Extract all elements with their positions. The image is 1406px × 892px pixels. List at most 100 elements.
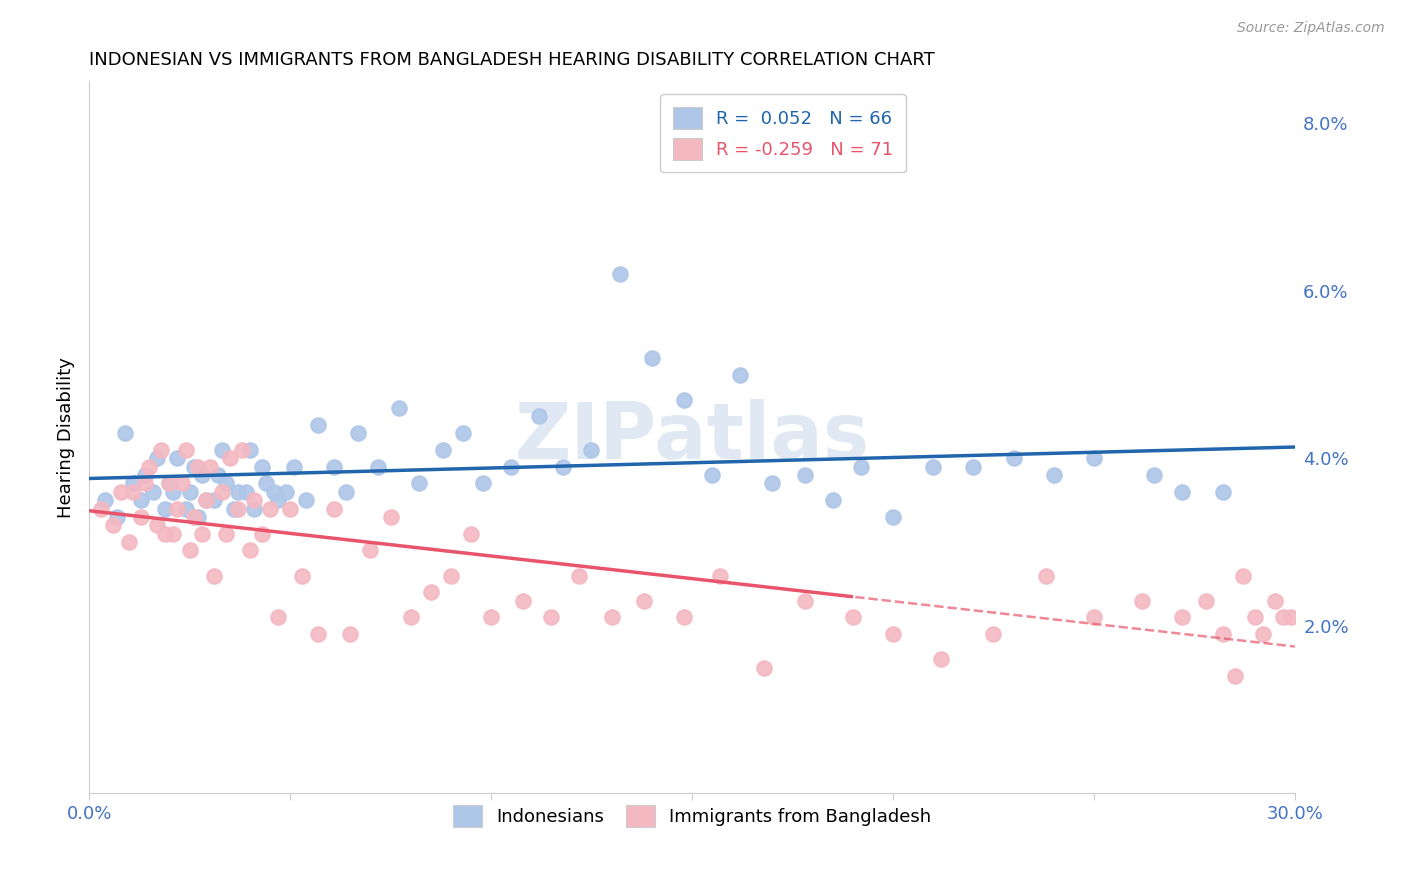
Point xyxy=(501,459,523,474)
Point xyxy=(460,526,482,541)
Point xyxy=(1232,568,1254,582)
Point xyxy=(187,510,209,524)
Point xyxy=(387,401,409,415)
Point xyxy=(274,484,297,499)
Point xyxy=(633,593,655,607)
Point xyxy=(1264,593,1286,607)
Text: INDONESIAN VS IMMIGRANTS FROM BANGLADESH HEARING DISABILITY CORRELATION CHART: INDONESIAN VS IMMIGRANTS FROM BANGLADESH… xyxy=(89,51,935,69)
Point xyxy=(419,585,441,599)
Point xyxy=(118,535,141,549)
Point xyxy=(198,459,221,474)
Point xyxy=(174,442,197,457)
Point xyxy=(399,610,422,624)
Point xyxy=(231,442,253,457)
Point xyxy=(929,652,952,666)
Point xyxy=(1195,593,1218,607)
Point xyxy=(641,351,664,365)
Point xyxy=(1271,610,1294,624)
Point xyxy=(339,627,361,641)
Point xyxy=(1035,568,1057,582)
Point xyxy=(672,610,695,624)
Point xyxy=(202,568,225,582)
Point xyxy=(179,484,201,499)
Point xyxy=(183,510,205,524)
Point xyxy=(166,451,188,466)
Point xyxy=(159,476,181,491)
Point xyxy=(162,484,184,499)
Point xyxy=(568,568,591,582)
Text: ZIPatlas: ZIPatlas xyxy=(515,400,869,475)
Point xyxy=(451,426,474,441)
Point xyxy=(841,610,863,624)
Point xyxy=(793,468,815,483)
Point xyxy=(162,526,184,541)
Point xyxy=(239,442,262,457)
Point xyxy=(540,610,562,624)
Point xyxy=(138,459,160,474)
Point xyxy=(215,526,238,541)
Point xyxy=(226,501,249,516)
Point xyxy=(1002,451,1025,466)
Point xyxy=(323,459,346,474)
Point xyxy=(700,468,723,483)
Point xyxy=(110,484,132,499)
Point xyxy=(235,484,257,499)
Point xyxy=(367,459,389,474)
Point xyxy=(218,451,240,466)
Point xyxy=(94,493,117,508)
Point xyxy=(347,426,370,441)
Point xyxy=(222,501,245,516)
Text: Source: ZipAtlas.com: Source: ZipAtlas.com xyxy=(1237,21,1385,36)
Point xyxy=(1211,484,1233,499)
Point xyxy=(291,568,314,582)
Point xyxy=(709,568,731,582)
Point xyxy=(105,510,128,524)
Point xyxy=(962,459,984,474)
Point xyxy=(359,543,381,558)
Point xyxy=(307,417,329,432)
Point xyxy=(983,627,1005,641)
Point xyxy=(849,459,872,474)
Point xyxy=(479,610,502,624)
Point xyxy=(512,593,534,607)
Point xyxy=(103,518,125,533)
Point xyxy=(239,543,262,558)
Point xyxy=(553,459,575,474)
Point xyxy=(226,484,249,499)
Point xyxy=(207,468,229,483)
Point xyxy=(1130,593,1153,607)
Point xyxy=(250,526,273,541)
Point xyxy=(150,442,173,457)
Point xyxy=(761,476,783,491)
Point xyxy=(263,484,285,499)
Point xyxy=(821,493,844,508)
Point xyxy=(1223,669,1246,683)
Point xyxy=(728,368,751,382)
Point xyxy=(131,510,153,524)
Point xyxy=(793,593,815,607)
Point xyxy=(472,476,495,491)
Point xyxy=(1083,451,1105,466)
Point xyxy=(243,493,266,508)
Point xyxy=(187,459,209,474)
Point xyxy=(307,627,329,641)
Point xyxy=(440,568,463,582)
Point xyxy=(323,501,346,516)
Point xyxy=(283,459,305,474)
Point xyxy=(408,476,430,491)
Point xyxy=(1171,610,1194,624)
Point xyxy=(600,610,623,624)
Point xyxy=(114,426,136,441)
Point xyxy=(215,476,238,491)
Point xyxy=(131,493,153,508)
Point xyxy=(211,484,233,499)
Point xyxy=(1171,484,1194,499)
Point xyxy=(146,451,169,466)
Point xyxy=(155,501,177,516)
Point xyxy=(194,493,217,508)
Point xyxy=(1279,610,1302,624)
Point xyxy=(335,484,357,499)
Point xyxy=(211,442,233,457)
Point xyxy=(432,442,454,457)
Point xyxy=(1083,610,1105,624)
